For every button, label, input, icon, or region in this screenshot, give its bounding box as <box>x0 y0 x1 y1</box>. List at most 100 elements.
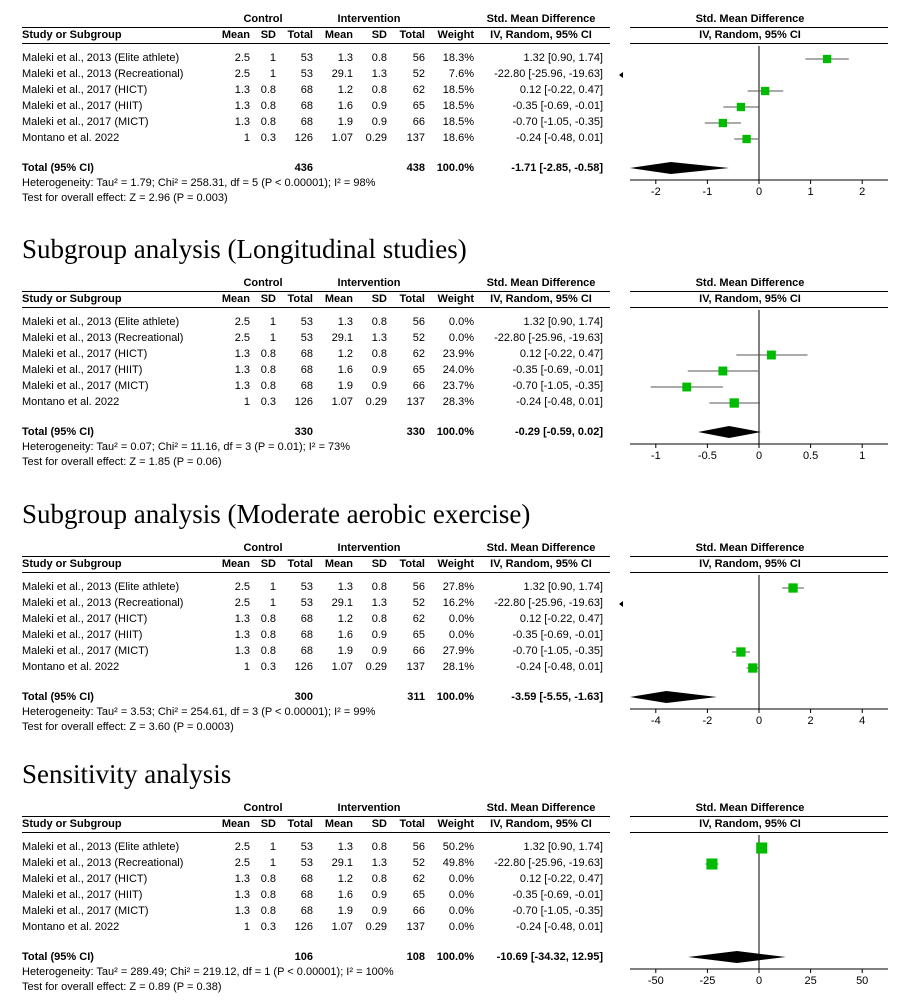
study-name: Maleki et al., 2013 (Recreational) <box>22 332 184 344</box>
intervention-header: Intervention <box>337 277 401 289</box>
header-rule-plot <box>630 572 888 573</box>
x-tick-label: 2 <box>808 715 814 727</box>
intervention-sd: 0.9 <box>371 645 387 657</box>
study-name: Montano et al. 2022 <box>22 396 120 408</box>
smd-ci: -0.70 [-1.05, -0.35] <box>512 645 604 657</box>
intervention-mean: 1.2 <box>337 84 353 96</box>
x-tick-label: 0.5 <box>803 450 818 462</box>
heterogeneity: Heterogeneity: Tau² = 0.07; Chi² = 11.16… <box>22 441 351 453</box>
x-tick-label: 0 <box>756 975 762 987</box>
weight: 23.7% <box>442 380 474 392</box>
control-sd: 1 <box>269 581 276 593</box>
intervention-sd: 1.3 <box>371 68 387 80</box>
weight-header: Weight <box>437 558 474 570</box>
intervention-sd: 0.9 <box>371 889 387 901</box>
effect-marker <box>822 54 832 64</box>
smd-ci: 0.12 [-0.22, 0.47] <box>519 613 603 625</box>
smd-ci: 1.32 [0.90, 1.74] <box>523 52 603 64</box>
intervention-total: 62 <box>412 84 425 96</box>
x-tick-label: 0 <box>756 186 762 198</box>
control-sd: 0.8 <box>260 380 276 392</box>
control-mean: 1.3 <box>234 364 250 376</box>
total-label: Total (95% CI) <box>22 426 94 438</box>
control-header: Control <box>243 802 283 814</box>
control-total: 53 <box>300 597 313 609</box>
control-total: 53 <box>300 52 313 64</box>
total-ci: -10.69 [-34.32, 12.95] <box>496 951 603 963</box>
study-name: Montano et al. 2022 <box>22 921 120 933</box>
control-total: 68 <box>300 889 313 901</box>
forest-panel-2: Subgroup analysis (Longitudinal studies)… <box>0 234 910 480</box>
control-total: 53 <box>300 332 313 344</box>
study-name: Maleki et al., 2017 (MICT) <box>22 645 149 657</box>
intervention-mean-header: Mean <box>324 558 353 570</box>
effect-marker <box>766 350 776 360</box>
control-total: 126 <box>294 661 313 673</box>
method-plot-header: IV, Random, 95% CI <box>699 29 801 41</box>
control-sd: 0.3 <box>260 132 276 144</box>
smd-ci: -0.35 [-0.69, -0.01] <box>512 364 604 376</box>
intervention-mean: 1.6 <box>337 100 353 112</box>
control-total-header: Total <box>287 293 313 305</box>
weight: 0.0% <box>448 629 474 641</box>
control-sd: 0.8 <box>260 905 276 917</box>
total-control: 436 <box>294 162 313 174</box>
method-header: IV, Random, 95% CI <box>490 818 592 830</box>
x-tick-label: -4 <box>651 715 661 727</box>
smd-ci: -22.80 [-25.96, -19.63] <box>494 857 603 869</box>
effect-marker <box>718 366 728 376</box>
intervention-total: 62 <box>412 873 425 885</box>
control-total: 68 <box>300 364 313 376</box>
control-mean: 2.5 <box>234 52 250 64</box>
control-sd: 0.8 <box>260 348 276 360</box>
control-total: 126 <box>294 396 313 408</box>
intervention-total: 52 <box>412 857 425 869</box>
control-mean: 1.3 <box>234 348 250 360</box>
control-mean: 2.5 <box>234 316 250 328</box>
control-sd: 1 <box>269 332 276 344</box>
total-weight: 100.0% <box>436 691 474 703</box>
total-intervention: 330 <box>406 426 425 438</box>
control-sd-header: SD <box>260 558 276 570</box>
intervention-sd: 0.8 <box>371 316 387 328</box>
intervention-mean-header: Mean <box>324 29 353 41</box>
panel-title: Sensitivity analysis <box>22 759 232 789</box>
control-total: 53 <box>300 581 313 593</box>
control-total: 53 <box>300 857 313 869</box>
method-header: IV, Random, 95% CI <box>490 29 592 41</box>
forest-panel-1: Control Intervention Std. Mean Difference S… <box>0 10 910 250</box>
intervention-sd: 0.8 <box>371 52 387 64</box>
smd-ci: -0.35 [-0.69, -0.01] <box>512 100 604 112</box>
intervention-mean: 1.2 <box>337 613 353 625</box>
intervention-mean: 1.3 <box>337 316 353 328</box>
control-mean: 1 <box>243 132 250 144</box>
smd-ci: 1.32 [0.90, 1.74] <box>523 841 603 853</box>
forest-plot: -50 -25 0 25 50 <box>630 835 888 987</box>
intervention-mean: 29.1 <box>331 597 353 609</box>
x-tick-label: -2 <box>703 715 713 727</box>
x-tick-label: 0 <box>756 450 762 462</box>
control-mean: 1.3 <box>234 645 250 657</box>
intervention-total: 65 <box>412 629 425 641</box>
smd-header: Std. Mean Difference <box>486 542 596 554</box>
weight: 18.5% <box>442 100 474 112</box>
intervention-sd: 0.29 <box>365 921 387 933</box>
intervention-total: 65 <box>412 889 425 901</box>
method-plot-header: IV, Random, 95% CI <box>699 818 801 830</box>
intervention-sd: 1.3 <box>371 332 387 344</box>
control-total: 68 <box>300 905 313 917</box>
control-sd: 0.8 <box>260 645 276 657</box>
smd-ci: 0.12 [-0.22, 0.47] <box>519 84 603 96</box>
study-name: Maleki et al., 2017 (MICT) <box>22 905 149 917</box>
control-mean: 1.3 <box>234 629 250 641</box>
smd-ci: -0.24 [-0.48, 0.01] <box>516 661 603 673</box>
control-sd: 1 <box>269 316 276 328</box>
heterogeneity: Heterogeneity: Tau² = 289.49; Chi² = 219… <box>22 966 394 978</box>
control-mean: 1 <box>243 396 250 408</box>
x-tick-label: -2 <box>651 186 661 198</box>
intervention-mean: 1.6 <box>337 889 353 901</box>
intervention-sd: 1.3 <box>371 597 387 609</box>
intervention-sd: 0.29 <box>365 132 387 144</box>
heterogeneity: Heterogeneity: Tau² = 3.53; Chi² = 254.6… <box>22 706 376 718</box>
intervention-mean: 1.9 <box>337 905 353 917</box>
